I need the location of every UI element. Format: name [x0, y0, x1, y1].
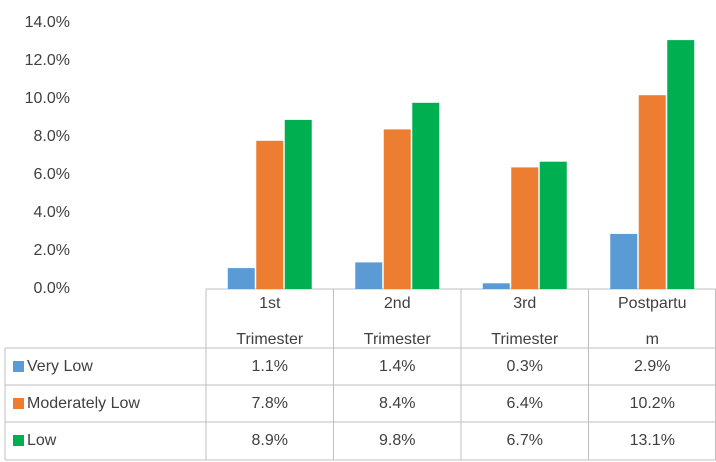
legend-label: Moderately Low [27, 395, 140, 412]
bar [383, 129, 411, 289]
y-tick-label: 14.0% [25, 14, 70, 31]
y-tick-label: 0.0% [34, 280, 70, 297]
data-label: 8.4% [379, 395, 416, 412]
x-tick-label: 1st Trimester [236, 295, 304, 348]
x-tick-label: 3rd Trimester [491, 295, 559, 348]
data-label: 10.2% [629, 395, 675, 412]
bar [284, 119, 312, 290]
y-tick-label: 2.0% [34, 242, 70, 259]
legend-entry: Low [5, 422, 206, 459]
data-label: 6.7% [506, 432, 543, 449]
y-tick-label: 6.0% [34, 166, 70, 183]
bar [355, 262, 383, 289]
bar [256, 140, 284, 289]
x-tick-label: Postpartum [618, 295, 687, 348]
bar [412, 102, 440, 289]
legend-swatch [13, 361, 24, 372]
y-tick-label: 10.0% [25, 90, 70, 107]
data-label: 9.8% [379, 432, 416, 449]
y-tick-label: 8.0% [34, 128, 70, 145]
data-label: 13.1% [629, 432, 675, 449]
data-label: 0.3% [506, 358, 543, 375]
legend-label: Low [27, 432, 57, 449]
legend-swatch [13, 435, 24, 446]
legend-swatch [13, 398, 24, 409]
y-tick-label: 4.0% [34, 204, 70, 221]
legend-label: Very Low [27, 358, 93, 375]
data-label: 7.8% [251, 395, 288, 412]
y-tick-label: 12.0% [25, 52, 70, 69]
bar [667, 40, 695, 289]
legend-entry: Moderately Low [5, 385, 206, 422]
bar [638, 95, 666, 289]
legend-entry: Very Low [5, 348, 206, 385]
bar [610, 233, 638, 289]
data-label: 1.1% [251, 358, 288, 375]
bar [539, 161, 567, 289]
x-tick-label: 2nd Trimester [363, 295, 431, 348]
data-label: 6.4% [506, 395, 543, 412]
data-label: 1.4% [379, 358, 416, 375]
data-label: 8.9% [251, 432, 288, 449]
bar [511, 167, 539, 289]
bar [482, 283, 510, 289]
bar [227, 268, 255, 289]
data-label: 2.9% [634, 358, 671, 375]
